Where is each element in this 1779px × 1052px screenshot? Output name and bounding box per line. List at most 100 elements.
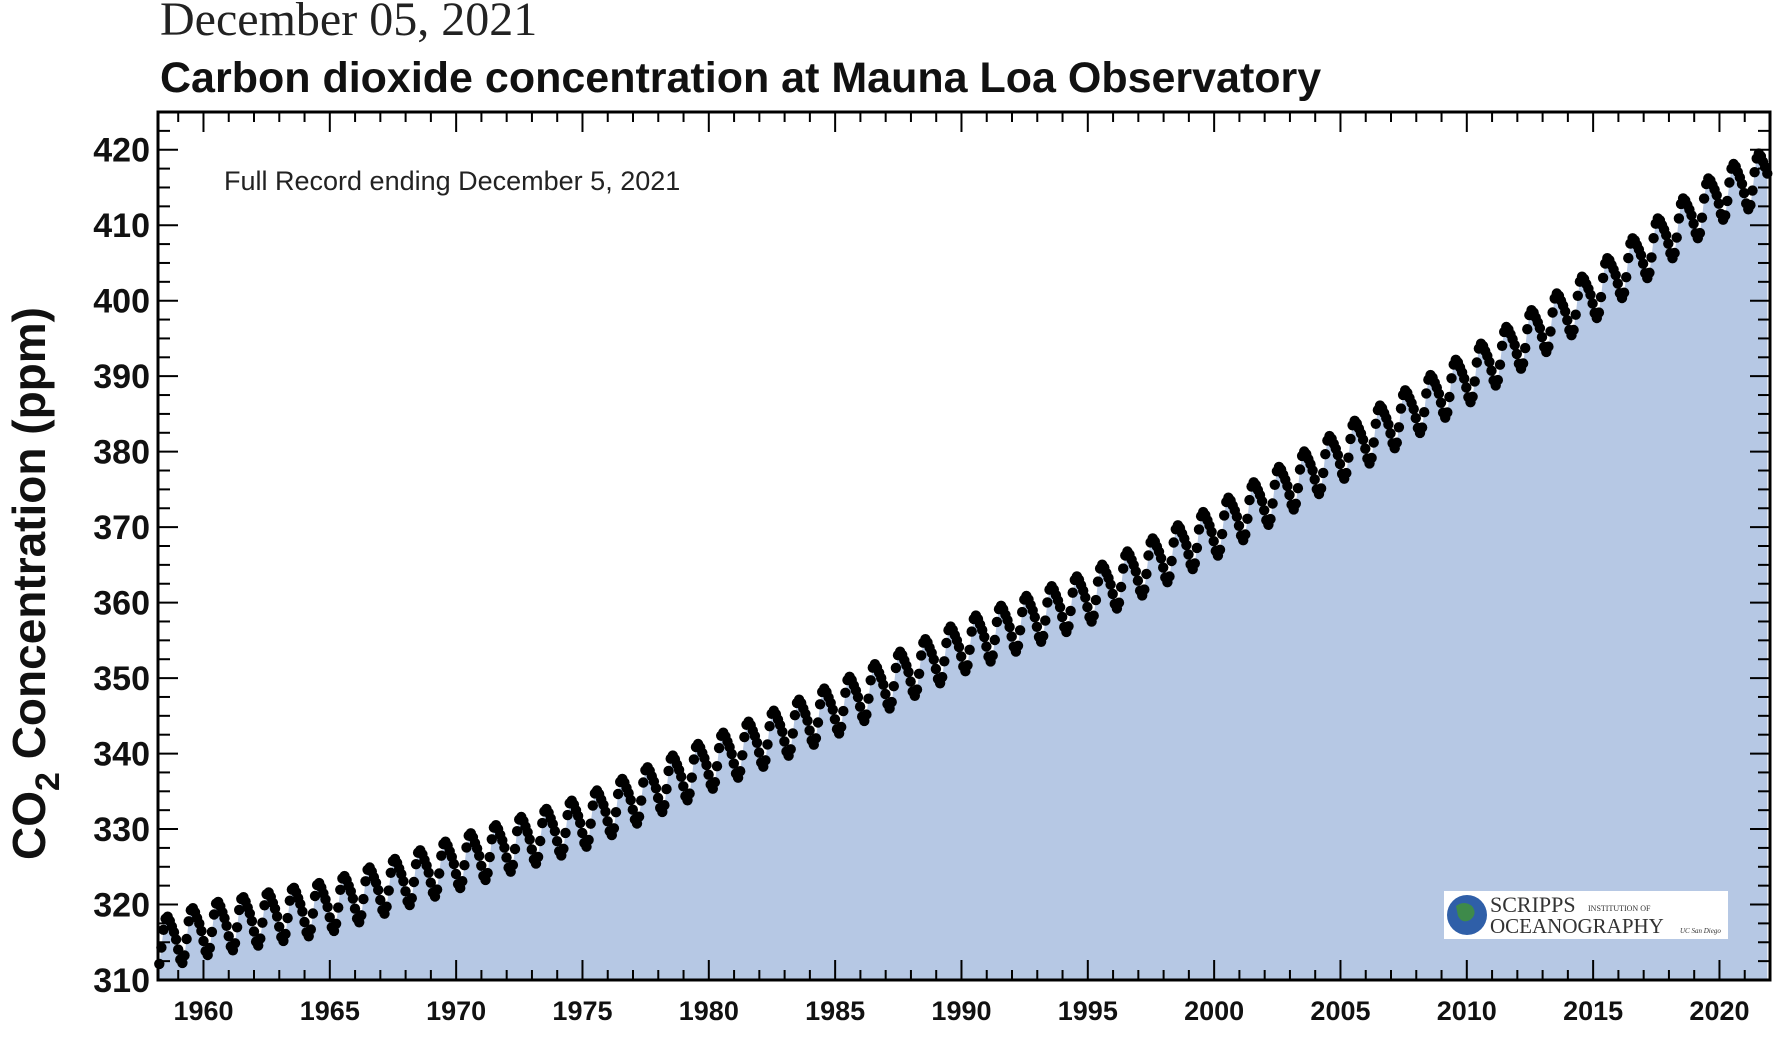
data-point — [1031, 621, 1043, 632]
data-point — [1745, 199, 1756, 211]
data-point — [962, 660, 973, 671]
data-point — [638, 777, 649, 788]
data-point — [461, 842, 472, 853]
data-point — [583, 834, 594, 846]
globe-land-icon — [1456, 903, 1475, 922]
logo-line2: OCEANOGRAPHY — [1490, 914, 1664, 938]
x-tick-label: 1960 — [173, 996, 233, 1026]
y-tick-label: 340 — [93, 736, 150, 774]
data-point — [526, 844, 537, 855]
data-point — [1042, 597, 1053, 608]
data-point — [1231, 511, 1243, 522]
data-point — [911, 684, 923, 695]
data-point — [1080, 592, 1091, 603]
data-point — [206, 926, 218, 938]
data-point — [840, 687, 851, 698]
data-point — [509, 843, 521, 855]
y-axis-label-rest: Concentration (ppm) — [3, 307, 55, 772]
data-point — [1694, 227, 1706, 239]
data-point — [688, 754, 700, 765]
data-point — [979, 631, 990, 643]
data-point — [777, 726, 788, 737]
data-point — [861, 709, 872, 720]
data-point — [1014, 625, 1026, 636]
x-tick-label: 2015 — [1563, 996, 1623, 1026]
plot-frame — [156, 110, 1772, 982]
x-tick-label: 1995 — [1058, 996, 1118, 1026]
data-point — [1183, 549, 1194, 560]
co2-area-fill — [159, 153, 1768, 981]
y-axis-label-co: CO — [3, 791, 55, 860]
data-point — [486, 834, 497, 845]
logo-line1: SCRIPPS — [1490, 892, 1576, 917]
data-point — [608, 823, 620, 834]
data-point — [760, 755, 771, 766]
data-point — [1244, 494, 1255, 506]
data-point — [686, 772, 697, 783]
y-tick-label: 380 — [93, 434, 150, 472]
y-axis-label: CO2 Concentration (ppm) — [3, 307, 67, 860]
data-point — [297, 906, 308, 917]
data-point — [678, 781, 689, 792]
data-point — [1560, 306, 1571, 317]
data-point — [448, 858, 460, 870]
data-point — [600, 806, 611, 817]
data-point — [787, 728, 798, 739]
data-point — [1536, 331, 1548, 343]
data-point — [434, 868, 445, 879]
data-point — [1686, 210, 1697, 221]
data-point — [726, 748, 737, 760]
data-points-layer — [154, 148, 1773, 970]
data-point — [1206, 526, 1217, 538]
data-point — [1360, 443, 1371, 454]
data-point — [1511, 348, 1523, 360]
data-point — [863, 693, 874, 704]
data-point — [1242, 513, 1253, 524]
x-tick-label: 2020 — [1689, 996, 1749, 1026]
data-point — [423, 867, 434, 878]
data-point — [1130, 566, 1142, 577]
data-point — [1724, 177, 1735, 188]
data-point — [737, 750, 748, 761]
data-point — [625, 794, 636, 806]
x-tick-label: 1970 — [426, 996, 486, 1026]
data-point — [1646, 252, 1657, 263]
data-point — [198, 935, 209, 947]
y-tick-label: 350 — [93, 660, 150, 698]
data-point — [1057, 611, 1068, 623]
data-point — [383, 885, 394, 896]
data-point — [204, 942, 215, 954]
y-tick-label: 360 — [93, 585, 150, 623]
data-point — [676, 771, 687, 782]
data-point — [1214, 544, 1226, 555]
data-point — [1442, 407, 1453, 418]
data-point — [836, 721, 847, 733]
data-point — [1471, 357, 1483, 368]
data-point — [1509, 339, 1520, 351]
data-point — [181, 933, 192, 945]
data-point — [751, 737, 763, 748]
data-point — [1107, 588, 1118, 600]
data-point — [1547, 307, 1558, 318]
data-point — [459, 860, 470, 871]
data-point — [1587, 298, 1598, 309]
data-point — [1370, 418, 1382, 429]
data-point — [309, 890, 321, 902]
data-point — [1419, 407, 1430, 418]
x-tick-label: 2010 — [1437, 996, 1497, 1026]
data-point — [299, 916, 310, 928]
data-point — [347, 893, 359, 904]
data-point — [349, 903, 361, 914]
data-point — [179, 950, 190, 961]
data-point — [1395, 403, 1407, 414]
data-point — [1385, 428, 1396, 439]
data-point — [537, 817, 548, 829]
data-point — [560, 827, 571, 839]
data-point — [1259, 505, 1270, 516]
data-point — [1368, 437, 1379, 448]
data-point — [577, 827, 588, 839]
data-point — [1747, 185, 1758, 196]
data-point — [1118, 563, 1129, 574]
data-point — [1012, 640, 1024, 651]
data-point — [1661, 230, 1672, 241]
